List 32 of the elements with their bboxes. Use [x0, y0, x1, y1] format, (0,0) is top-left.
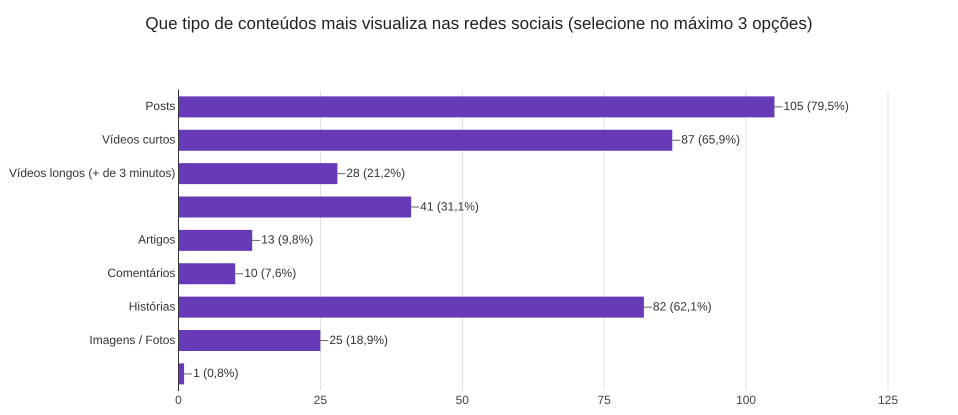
x-tick-label: 125: [878, 393, 898, 408]
chart-title: Que tipo de conteúdos mais visualiza nas redes sociais (selecione no máximo 3 opções): [144, 14, 814, 34]
bar: [178, 196, 412, 218]
data-label: 1 (0,8%): [193, 366, 238, 380]
data-label: 13 (9,8%): [261, 232, 314, 247]
data-label: 82 (62,1%): [652, 299, 712, 314]
y-tick-label: Imagens / Fotos: [89, 332, 176, 347]
x-tick-label: 25: [314, 393, 328, 408]
y-tick-label: Comentários: [107, 266, 176, 280]
bar: [178, 263, 236, 284]
bar: [178, 130, 672, 151]
x-tick-label: 75: [597, 393, 612, 408]
data-label: 10 (7,6%): [244, 266, 296, 280]
y-tick-label: Vídeos curtos: [102, 132, 176, 147]
bar: [178, 296, 644, 318]
data-label: 41 (31,1%): [420, 199, 479, 214]
y-tick-label: Artigos: [138, 232, 176, 247]
bar: [178, 230, 252, 251]
bar: [178, 330, 320, 352]
y-tick-label: Histórias: [128, 299, 176, 314]
y-tick-label: Vídeos longos (+ de 3 minutos): [8, 166, 176, 180]
bar: [178, 163, 338, 184]
bar: [178, 363, 184, 384]
bar: [178, 96, 774, 118]
data-label: 105 (79,5%): [783, 99, 849, 114]
data-label: 28 (21,2%): [346, 166, 406, 180]
x-tick-label: 0: [175, 393, 182, 408]
data-label: 25 (18,9%): [329, 332, 388, 347]
x-tick-label: 100: [736, 393, 756, 408]
y-tick-label: Posts: [145, 99, 176, 114]
x-tick-label: 50: [456, 393, 470, 408]
data-label: 87 (65,9%): [681, 132, 740, 147]
